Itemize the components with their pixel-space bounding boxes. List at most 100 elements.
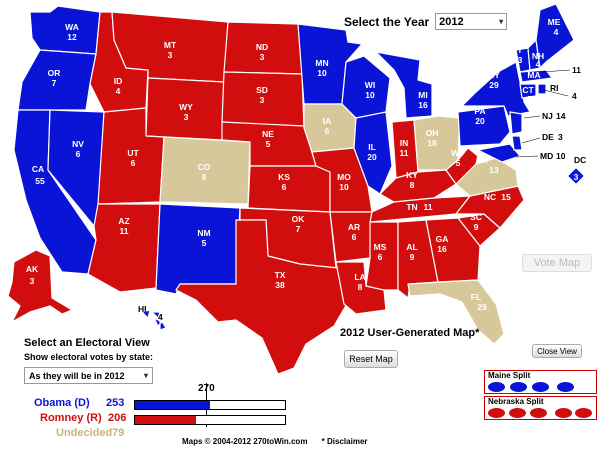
label-VT: VT bbox=[512, 45, 524, 55]
year-select[interactable]: 2012 ▾ bbox=[435, 13, 508, 30]
state-NM[interactable] bbox=[155, 203, 241, 295]
nebraska-split-district-oval[interactable] bbox=[530, 408, 547, 418]
label-MI: MI bbox=[418, 90, 427, 100]
maine-split-district-oval[interactable] bbox=[488, 382, 505, 392]
ev-DE: 3 bbox=[558, 132, 563, 142]
label-AZ: AZ bbox=[118, 216, 129, 226]
state-FL[interactable] bbox=[407, 279, 505, 345]
label-AR: AR bbox=[348, 222, 360, 232]
label-MN: MN bbox=[315, 58, 328, 68]
state-NY[interactable] bbox=[461, 61, 531, 117]
state-MD[interactable] bbox=[477, 143, 521, 163]
label-NE: NE bbox=[262, 129, 274, 139]
state-OH[interactable] bbox=[413, 115, 461, 171]
state-WV[interactable] bbox=[445, 147, 479, 185]
label-NH: NH bbox=[532, 51, 544, 61]
rep-bar bbox=[134, 415, 286, 425]
nebraska-split-title: Nebraska Split bbox=[488, 397, 544, 406]
state-ME[interactable] bbox=[535, 3, 575, 69]
user-map-title: 2012 User-Generated Map* bbox=[340, 327, 480, 339]
ev-SD: 3 bbox=[260, 95, 265, 105]
state-PA[interactable] bbox=[457, 105, 511, 147]
ev-KS: 6 bbox=[282, 182, 287, 192]
label-MS: MS bbox=[374, 242, 387, 252]
ev-MO: 10 bbox=[339, 182, 349, 192]
ev-LA: 8 bbox=[358, 282, 363, 292]
vote-map-button[interactable]: Vote Map bbox=[522, 254, 592, 272]
label-HI: HI bbox=[138, 304, 147, 314]
label-DE: DE bbox=[542, 132, 554, 142]
label-MO: MO bbox=[337, 172, 351, 182]
label-NY: NY bbox=[488, 70, 500, 80]
ev-WA: 12 bbox=[67, 32, 77, 42]
nebraska-split-district-oval[interactable] bbox=[509, 408, 526, 418]
label-ND: ND bbox=[256, 42, 268, 52]
state-MA[interactable] bbox=[519, 69, 553, 83]
undecided-votes: 79 bbox=[112, 427, 125, 439]
ev-TN: 11 bbox=[424, 202, 433, 212]
label-ID: ID bbox=[114, 76, 123, 86]
electoral-view-select[interactable]: As they will be in 2012 ▾ bbox=[24, 367, 153, 384]
ev-IN: 11 bbox=[400, 148, 409, 158]
dem-bar-fill bbox=[135, 401, 210, 409]
label-IL: IL bbox=[368, 142, 376, 152]
state-RI[interactable] bbox=[537, 83, 547, 95]
ev-AR: 6 bbox=[352, 232, 357, 242]
label-MT: MT bbox=[164, 40, 177, 50]
state-IA[interactable] bbox=[303, 103, 357, 153]
nebraska-split-district-oval[interactable] bbox=[575, 408, 592, 418]
maine-split-district-oval[interactable] bbox=[532, 382, 549, 392]
label-KY: KY bbox=[406, 170, 418, 180]
ev-NJ: 14 bbox=[556, 111, 566, 121]
footer-copyright[interactable]: Maps © 2004-2012 270toWin.com bbox=[182, 437, 308, 446]
state-GA[interactable] bbox=[425, 217, 481, 283]
ev-ND: 3 bbox=[260, 52, 265, 62]
state-DE[interactable] bbox=[511, 135, 523, 151]
label-TX: TX bbox=[275, 270, 286, 280]
ev-WI: 10 bbox=[365, 90, 375, 100]
label-OK: OK bbox=[292, 214, 306, 224]
chevron-down-icon: ▾ bbox=[143, 371, 148, 380]
state-OR[interactable] bbox=[17, 49, 97, 111]
label-CO: CO bbox=[198, 162, 211, 172]
state-LA[interactable] bbox=[335, 261, 387, 315]
label-WY: WY bbox=[179, 102, 193, 112]
ev-CT: 7 bbox=[528, 94, 533, 104]
ev-AZ: 11 bbox=[120, 226, 129, 236]
label-FL: FL bbox=[471, 292, 481, 302]
state-TX[interactable] bbox=[175, 219, 349, 375]
close-view-button[interactable]: Close View bbox=[532, 344, 582, 358]
nebraska-split-district-oval[interactable] bbox=[555, 408, 572, 418]
ev-NH: 4 bbox=[536, 59, 541, 69]
state-NJ[interactable] bbox=[509, 111, 523, 135]
ev-MN: 10 bbox=[317, 68, 327, 78]
label-AK: AK bbox=[26, 264, 39, 274]
footer-disclaimer[interactable]: Disclaimer bbox=[327, 437, 368, 446]
ev-RI: 4 bbox=[572, 91, 577, 101]
maine-split-district-oval[interactable] bbox=[557, 382, 574, 392]
ev-NC: 15 bbox=[501, 192, 511, 202]
maine-split-box: Maine Split bbox=[484, 370, 597, 394]
footer: Maps © 2004-2012 270toWin.com * Disclaim… bbox=[182, 437, 368, 446]
label-WA: WA bbox=[65, 22, 79, 32]
year-selector-group: Select the Year 2012 ▾ bbox=[344, 13, 508, 30]
state-MI[interactable] bbox=[375, 51, 433, 119]
undecided-name: Undecided bbox=[56, 427, 113, 439]
state-DC[interactable] bbox=[566, 166, 586, 186]
nebraska-split-district-oval[interactable] bbox=[488, 408, 505, 418]
maine-split-district-oval[interactable] bbox=[510, 382, 527, 392]
state-AK[interactable] bbox=[7, 249, 73, 323]
ev-MI: 16 bbox=[418, 100, 428, 110]
label-PA: PA bbox=[474, 106, 485, 116]
state-CT[interactable] bbox=[519, 83, 537, 99]
reset-map-button[interactable]: Reset Map bbox=[344, 350, 398, 368]
ev-ME: 4 bbox=[554, 27, 559, 37]
label-KS: KS bbox=[278, 172, 290, 182]
label-WV: WV bbox=[451, 148, 465, 158]
ev-FL: 29 bbox=[477, 302, 487, 312]
ev-SC: 9 bbox=[474, 222, 479, 232]
chevron-down-icon: ▾ bbox=[499, 17, 504, 26]
label-RI: RI bbox=[550, 83, 559, 93]
state-HI[interactable] bbox=[141, 309, 167, 331]
label-WI: WI bbox=[365, 80, 375, 90]
